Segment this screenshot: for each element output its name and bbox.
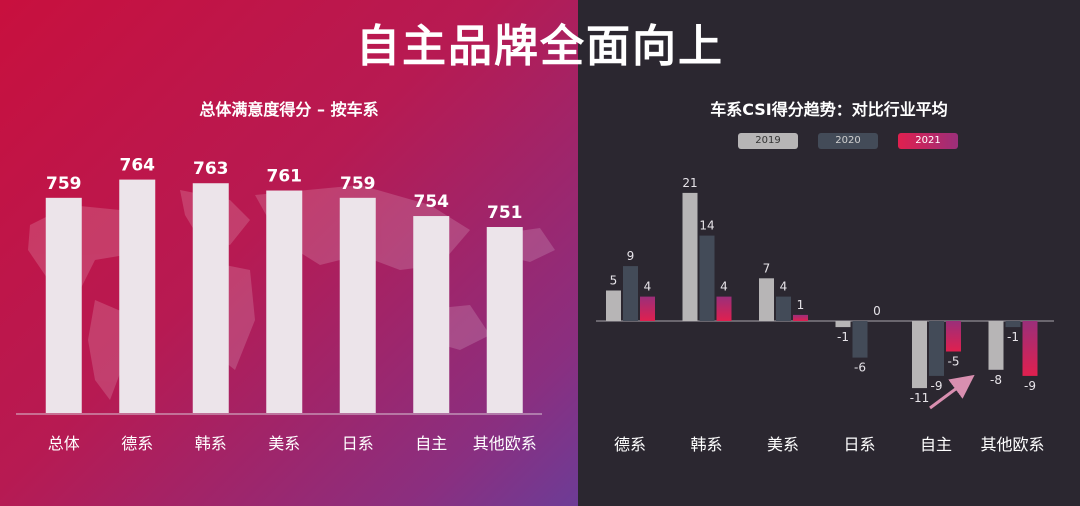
right-bar-2020 <box>1005 321 1021 328</box>
right-bar-2019 <box>759 278 774 321</box>
right-bar-2020 <box>929 321 944 376</box>
left-tick-label: 日系 <box>342 434 374 453</box>
right-bar-2021 <box>1022 321 1038 376</box>
left-data-label: 754 <box>414 192 450 212</box>
arrow-annotation-icon <box>929 374 975 410</box>
right-bar-2019 <box>912 321 927 389</box>
legend-item-2019: 2019 <box>738 133 798 149</box>
legend-item-2021: 2021 <box>898 133 958 149</box>
right-data-label: 21 <box>682 176 697 190</box>
legend-item-2020: 2020 <box>818 133 878 149</box>
right-data-label: 1 <box>797 298 805 312</box>
left-tick-label: 美系 <box>268 434 300 453</box>
left-bar <box>413 216 450 413</box>
right-data-label: -11 <box>910 391 930 405</box>
left-data-label: 763 <box>193 159 229 179</box>
left-data-label: 764 <box>120 156 156 176</box>
right-bar-2021 <box>640 296 655 321</box>
right-data-label: -1 <box>1007 330 1019 344</box>
right-bar-2021 <box>946 321 961 352</box>
left-data-label: 759 <box>340 174 376 194</box>
right-tick-label: 其他欧系 <box>980 435 1044 454</box>
page-title: 自主品牌全面向上 <box>356 21 724 72</box>
right-bar-2020 <box>776 296 791 321</box>
right-bar-2020 <box>699 235 715 321</box>
left-bar <box>119 179 156 413</box>
left-tick-label: 总体 <box>48 434 80 453</box>
right-panel <box>578 0 1080 506</box>
right-bar-2019 <box>988 321 1004 370</box>
right-tick-label: 自主 <box>920 435 952 454</box>
right-data-label: 14 <box>699 219 714 233</box>
right-data-label: 5 <box>610 274 618 288</box>
left-tick-label: 德系 <box>121 434 153 453</box>
right-tick-label: 美系 <box>767 435 799 454</box>
left-chart-title: 总体满意度得分 – 按车系 <box>199 100 379 119</box>
right-data-label: 7 <box>763 261 771 275</box>
legend: 2019 2020 2021 <box>738 133 958 149</box>
right-data-label: 0 <box>873 304 881 318</box>
left-data-label: 759 <box>46 174 82 194</box>
left-tick-label: 自主 <box>415 434 447 453</box>
right-bar-2019 <box>835 321 851 328</box>
left-tick-label: 其他欧系 <box>473 434 537 453</box>
right-bar-2021 <box>716 296 732 321</box>
left-tick-label: 韩系 <box>195 434 227 453</box>
left-data-label: 761 <box>267 167 303 187</box>
right-data-label: 4 <box>720 280 728 294</box>
right-chart-title: 车系CSI得分趋势：对比行业平均 <box>710 100 948 119</box>
right-bar-2019 <box>606 290 621 321</box>
right-data-label: 4 <box>644 280 652 294</box>
left-bar <box>486 227 523 413</box>
right-tick-label: 韩系 <box>690 435 722 454</box>
right-bar-2020 <box>623 266 638 321</box>
left-data-label: 751 <box>487 203 523 223</box>
right-data-label: -9 <box>1024 379 1036 393</box>
left-bar <box>192 183 229 413</box>
right-bar-2020 <box>852 321 868 358</box>
right-tick-label: 日系 <box>843 435 875 454</box>
right-data-label: -1 <box>837 330 849 344</box>
right-data-label: 9 <box>627 249 635 263</box>
right-tick-label: 德系 <box>614 435 646 454</box>
right-bar-2021 <box>793 314 808 321</box>
right-data-label: -5 <box>948 355 960 369</box>
left-bar <box>266 190 303 413</box>
right-data-label: -8 <box>990 373 1002 387</box>
right-bar-2019 <box>682 192 698 321</box>
left-bar <box>45 197 82 413</box>
right-data-label: -6 <box>854 361 866 375</box>
right-data-label: 4 <box>780 280 788 294</box>
left-bar <box>339 197 376 413</box>
right-data-label: -9 <box>931 379 943 393</box>
